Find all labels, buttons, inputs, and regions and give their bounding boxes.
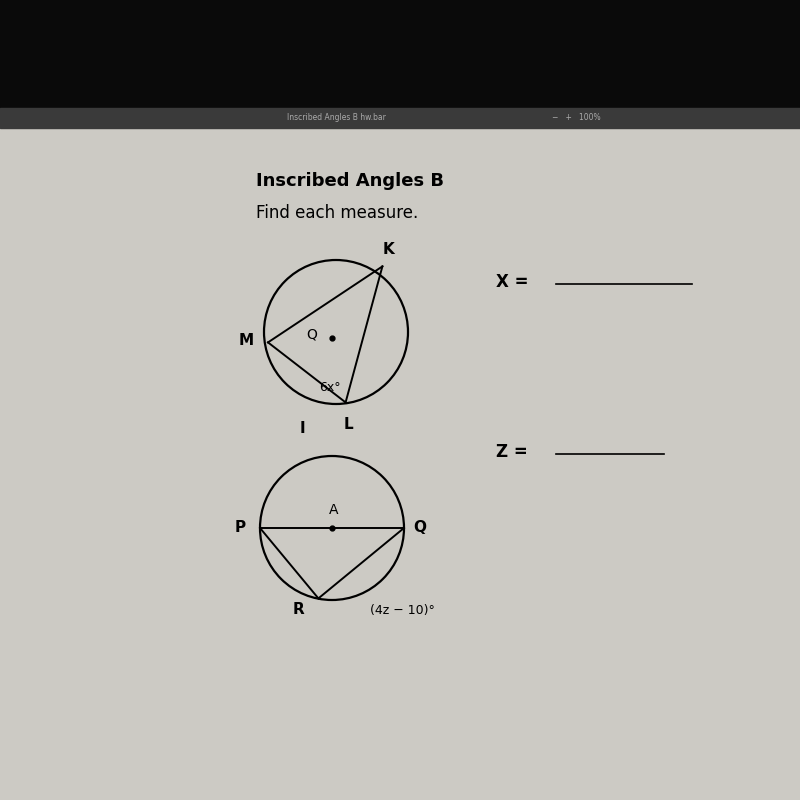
Text: K: K	[383, 242, 394, 257]
Text: I: I	[299, 421, 306, 436]
Text: X =: X =	[496, 273, 534, 290]
Bar	[0, 108, 800, 128]
Text: −   +   100%: − + 100%	[552, 113, 600, 122]
Text: Q: Q	[306, 327, 318, 342]
Text: Inscribed Angles B: Inscribed Angles B	[256, 172, 444, 190]
Text: Q: Q	[414, 521, 426, 535]
Text: 6x°: 6x°	[319, 381, 342, 394]
Bar	[0, 0, 800, 108]
Text: M: M	[238, 334, 254, 348]
Text: L: L	[344, 417, 354, 432]
Text: R: R	[292, 602, 304, 617]
Text: A: A	[329, 502, 338, 517]
Text: P: P	[234, 521, 246, 535]
Text: Z =: Z =	[496, 443, 534, 461]
Text: Inscribed Angles B hw.bar: Inscribed Angles B hw.bar	[286, 113, 386, 122]
Text: Find each measure.: Find each measure.	[256, 204, 418, 222]
Bar	[0, 128, 800, 800]
Text: (4z − 10)°: (4z − 10)°	[370, 604, 435, 617]
